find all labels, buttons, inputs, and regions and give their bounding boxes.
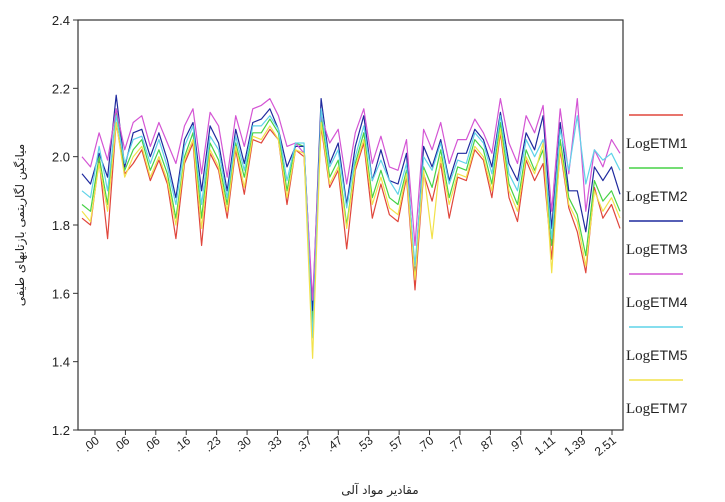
x-axis-title: مقادیر مواد آلی [341, 482, 418, 498]
legend-label: LogETM2 [626, 188, 688, 205]
legend-label: LogETM3 [626, 241, 688, 258]
y-tick-label: 2.0 [52, 150, 70, 165]
series-line-etm4 [81, 97, 621, 301]
x-tick-label: .00 [80, 433, 102, 455]
x-tick-label: .47 [323, 433, 345, 455]
y-tick-label: 2.4 [52, 13, 70, 28]
series-line-etm1 [81, 121, 621, 315]
x-tick-label: .06 [141, 433, 163, 455]
series-line-etm7 [81, 121, 621, 359]
x-tick-label: .70 [415, 433, 437, 455]
x-tick-label: .77 [445, 433, 467, 455]
x-tick-label: .23 [202, 433, 224, 455]
x-tick-label: .16 [171, 433, 193, 455]
y-axis: 1.2 1.4 1.6 1.8 2.0 2.2 2.4 [52, 13, 78, 438]
x-tick-label: .53 [354, 433, 376, 455]
series-line-etm5 [81, 108, 621, 339]
legend: LogETM1 LogETM2 LogETM3 LogETM4 LogETM5 LogET… [626, 114, 688, 417]
y-tick-label: 1.2 [52, 423, 70, 438]
y-tick-label: 1.6 [52, 286, 70, 301]
x-axis: .00 .06 .06 .16 .23 .30 .33 .37 .47 .53 .57 .70 .77.… [80, 430, 619, 459]
x-tick-label: .30 [232, 433, 254, 455]
legend-label: LogETM1 [626, 135, 688, 152]
x-tick-label: .57 [384, 433, 406, 455]
x-tick-label: .97 [506, 433, 528, 455]
x-tick-label: .06 [110, 433, 132, 455]
x-tick-label: .87 [475, 433, 497, 455]
x-tick-label: 1.11 [532, 433, 559, 458]
legend-label: LogETM4 [626, 294, 688, 311]
x-tick-label: 2.51 [592, 433, 619, 459]
series-lines [81, 94, 621, 359]
x-tick-label: .33 [263, 433, 285, 455]
plot-frame [77, 19, 624, 431]
y-tick-label: 2.2 [52, 81, 70, 96]
y-axis-title: میانگین لگاریتمی بازتابهای طیفی [13, 144, 28, 306]
x-tick-label: .37 [293, 433, 315, 455]
legend-label: LogETM5 [626, 347, 688, 364]
x-tick-label: 1.39 [561, 433, 588, 459]
legend-label: LogETM7 [626, 400, 688, 417]
series-line-etm3 [81, 94, 621, 311]
y-tick-label: 1.8 [52, 218, 70, 233]
y-tick-label: 1.4 [52, 355, 70, 370]
